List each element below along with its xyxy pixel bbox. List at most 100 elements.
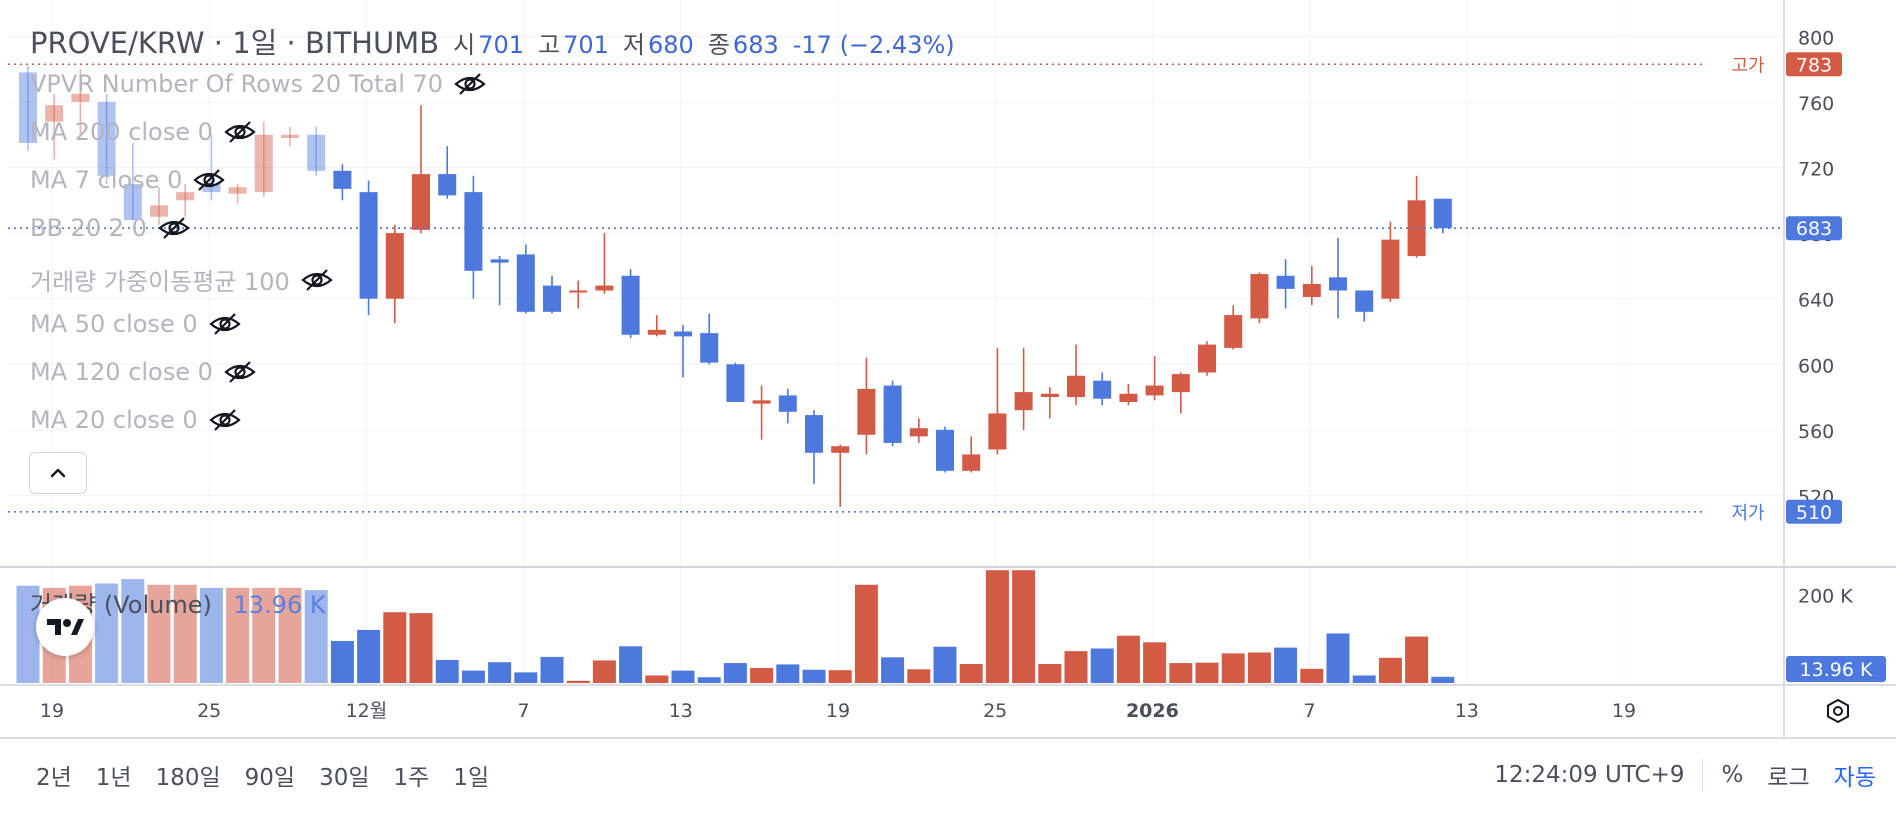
indicator-legend-row[interactable]: BB 20 2 0 bbox=[30, 214, 191, 242]
volume-bar bbox=[1247, 652, 1271, 683]
eye-off-icon[interactable] bbox=[453, 72, 487, 96]
volume-bar bbox=[776, 664, 800, 683]
candle-body bbox=[1381, 239, 1400, 299]
volume-bar bbox=[461, 670, 485, 683]
candle-body bbox=[595, 285, 614, 291]
low-price-label: 저가 bbox=[1731, 503, 1764, 524]
volume-bar bbox=[357, 629, 381, 683]
grid-layer bbox=[8, 0, 1784, 683]
candle-body bbox=[71, 93, 90, 102]
volume-bar bbox=[1221, 653, 1245, 683]
range-button[interactable]: 2년 bbox=[36, 765, 72, 791]
volume-bar bbox=[1378, 657, 1402, 683]
candle-body bbox=[1171, 374, 1190, 393]
volume-bar bbox=[881, 657, 905, 683]
volume-bar bbox=[540, 656, 564, 683]
high-label: 고 bbox=[538, 31, 561, 59]
volume-bar bbox=[750, 667, 774, 683]
eye-off-icon[interactable] bbox=[208, 408, 242, 432]
volume-bar bbox=[933, 646, 957, 683]
volume-bar bbox=[435, 660, 459, 683]
range-button[interactable]: 30일 bbox=[319, 765, 370, 791]
candle-body bbox=[1198, 344, 1216, 373]
indicator-legend-label: BB 20 2 0 bbox=[30, 214, 147, 242]
eye-off-icon[interactable] bbox=[223, 120, 257, 144]
volume-bar bbox=[671, 670, 695, 683]
candle-body bbox=[1433, 198, 1452, 229]
volume-legend-value: 13.96 K bbox=[233, 591, 326, 619]
last-price-tag-bg bbox=[1786, 216, 1842, 241]
auto-toggle[interactable]: 자동 bbox=[1833, 765, 1876, 791]
eye-off-icon[interactable] bbox=[192, 168, 226, 192]
eye-off-icon[interactable] bbox=[208, 312, 242, 336]
volume-bar bbox=[147, 584, 171, 683]
clock-readout[interactable]: 12:24:09 UTC+9 bbox=[1494, 762, 1685, 788]
volume-bar bbox=[488, 662, 512, 683]
tradingview-logo[interactable] bbox=[36, 598, 94, 656]
last-price-tag: 683 bbox=[1796, 218, 1832, 240]
candle-body bbox=[1355, 290, 1374, 312]
close-label: 종 bbox=[707, 31, 730, 59]
candle-body bbox=[726, 364, 745, 402]
range-button[interactable]: 1주 bbox=[393, 765, 430, 791]
log-toggle[interactable]: 로그 bbox=[1767, 765, 1810, 791]
bottom-toolbar-right: 12:24:09 UTC+9 % 로그 자동 bbox=[1494, 758, 1876, 792]
indicator-legend-row[interactable]: 거래량 가중이동평균 100 bbox=[30, 262, 334, 297]
symbol-title[interactable]: PROVE/KRW · 1일 · BITHUMB bbox=[30, 26, 440, 60]
volume-bar bbox=[1326, 633, 1350, 683]
candle-body bbox=[228, 187, 247, 194]
volume-bar bbox=[1274, 647, 1298, 683]
volume-bar bbox=[1090, 648, 1114, 683]
candle-body bbox=[1040, 393, 1059, 398]
volume-bar bbox=[16, 585, 40, 683]
candle-body bbox=[700, 333, 719, 363]
eye-off-icon[interactable] bbox=[300, 268, 334, 292]
close-value: 683 bbox=[732, 31, 779, 59]
candle-body bbox=[1250, 274, 1269, 319]
price-tick-label: 560 bbox=[1798, 421, 1834, 443]
collapse-legend-button[interactable] bbox=[29, 452, 87, 494]
candle-body bbox=[464, 192, 483, 271]
volume-bar bbox=[1038, 663, 1062, 683]
candle-body bbox=[883, 385, 902, 443]
indicator-legend-row[interactable]: MA 50 close 0 bbox=[30, 310, 242, 338]
volume-bar bbox=[959, 663, 983, 683]
volume-bar bbox=[592, 660, 616, 683]
time-tick-label: 19 bbox=[1612, 700, 1636, 722]
volume-bar bbox=[278, 587, 302, 683]
range-button[interactable]: 1일 bbox=[453, 765, 490, 791]
range-button[interactable]: 90일 bbox=[244, 765, 296, 791]
volume-bar bbox=[514, 672, 538, 683]
volume-bar bbox=[252, 587, 276, 683]
eye-off-icon[interactable] bbox=[157, 216, 191, 240]
range-button[interactable]: 180일 bbox=[155, 765, 221, 791]
volume-bar bbox=[802, 669, 826, 683]
indicator-legend-row[interactable]: MA 20 close 0 bbox=[30, 406, 242, 434]
time-tick-label: 25 bbox=[983, 700, 1007, 722]
volume-bar bbox=[199, 587, 223, 683]
time-tick-label: 25 bbox=[197, 700, 221, 722]
candle-body bbox=[97, 101, 116, 176]
percent-toggle[interactable]: % bbox=[1721, 762, 1744, 788]
candle-body bbox=[359, 192, 378, 299]
volume-bar bbox=[226, 587, 250, 683]
axis-settings-icon[interactable] bbox=[1827, 698, 1849, 724]
volume-bar bbox=[723, 663, 747, 683]
indicator-legend-row[interactable]: MA 7 close 0 bbox=[30, 166, 226, 194]
candle-body bbox=[254, 134, 273, 193]
toolbar-divider bbox=[1702, 758, 1704, 792]
price-lines-layer bbox=[8, 63, 1784, 513]
volume-last-tag: 13.96 K bbox=[1800, 659, 1873, 681]
range-button[interactable]: 1년 bbox=[95, 765, 132, 791]
volume-bar bbox=[907, 669, 931, 683]
eye-off-icon[interactable] bbox=[223, 360, 257, 384]
high-price-tag: 783 bbox=[1796, 54, 1832, 76]
indicator-legend-row[interactable]: MA 200 close 0 bbox=[30, 118, 257, 146]
candle-body bbox=[1407, 200, 1426, 257]
candle-body bbox=[333, 170, 352, 189]
volume-tick-label: 200 K bbox=[1798, 586, 1853, 608]
candle-body bbox=[45, 105, 64, 122]
indicator-legend-row[interactable]: VPVR Number Of Rows 20 Total 70 bbox=[30, 70, 487, 98]
indicator-legend-row[interactable]: MA 120 close 0 bbox=[30, 358, 257, 386]
